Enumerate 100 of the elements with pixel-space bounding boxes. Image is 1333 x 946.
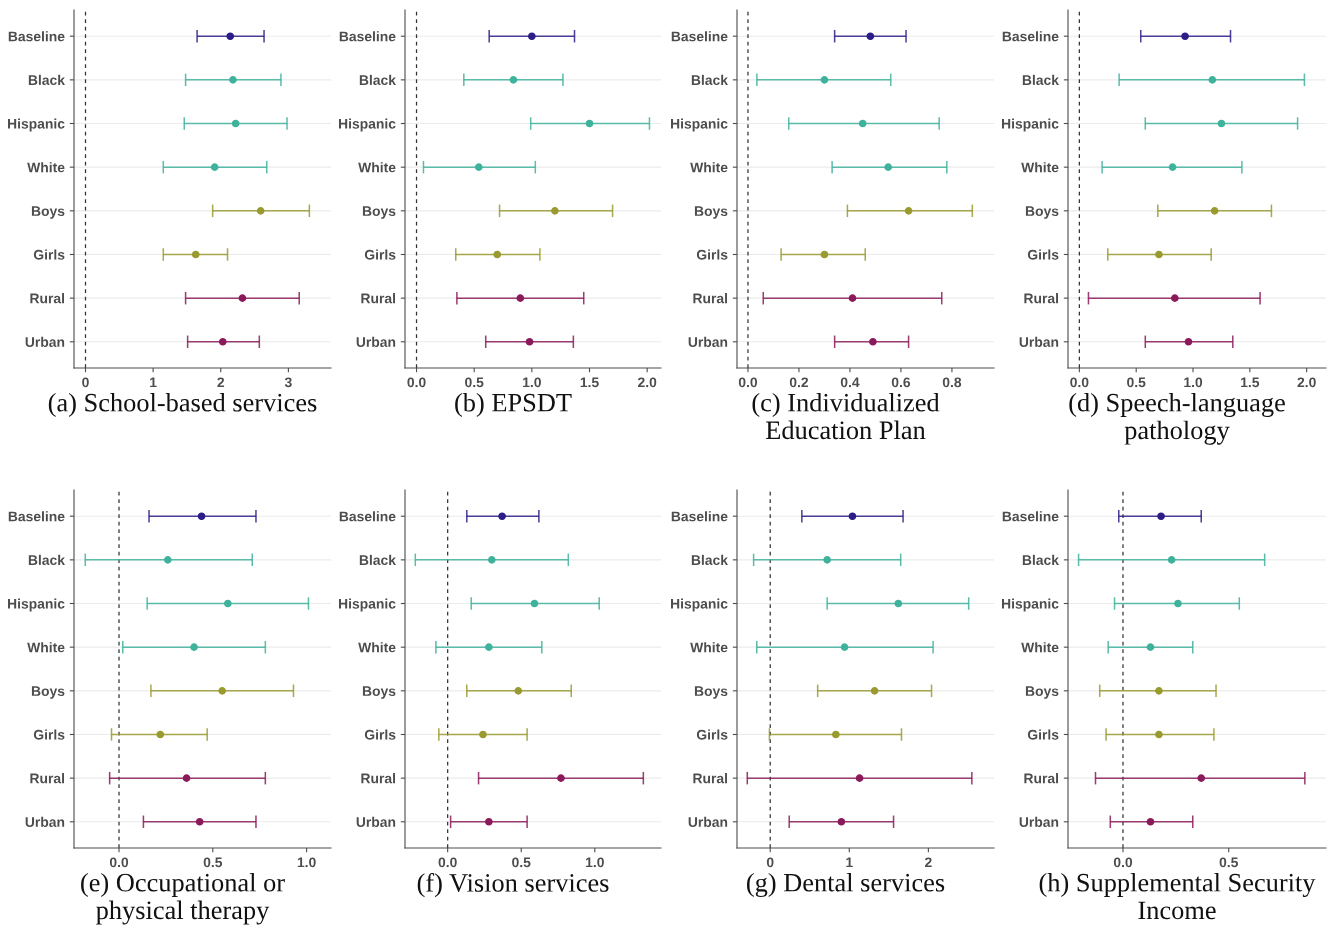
x-tick-label: 2	[924, 857, 932, 868]
y-tick-label: Black	[359, 554, 396, 566]
x-tick-label: 0.5	[512, 857, 531, 868]
point	[1155, 250, 1163, 259]
point	[894, 599, 903, 608]
point	[884, 163, 893, 171]
y-tick-label: Urban	[688, 336, 728, 347]
y-tick-label: White	[27, 642, 65, 653]
point	[238, 294, 247, 302]
y-tick-label: Rural	[361, 293, 395, 304]
y-tick-label: Rural	[30, 293, 64, 304]
y-tick-label: Boys	[362, 686, 396, 699]
y-tick-label: Boys	[362, 206, 396, 219]
y-tick-label: Girls	[696, 729, 728, 740]
y-tick-label: Baseline	[671, 511, 728, 522]
y-tick-label: Urban	[356, 336, 396, 347]
point	[1174, 599, 1182, 608]
point	[1167, 556, 1176, 564]
y-tick-label: Rural	[1024, 293, 1058, 304]
x-tick-label: 0.6	[891, 377, 911, 388]
point	[487, 556, 496, 564]
y-tick-label: Rural	[1024, 773, 1058, 784]
x-tick-label: 0	[82, 377, 89, 388]
y-tick-label: Urban	[1019, 336, 1059, 347]
y-tick-label: Black	[359, 74, 396, 86]
point	[855, 774, 864, 782]
y-tick-label: Urban	[356, 816, 396, 827]
y-tick-label: Hispanic	[8, 598, 65, 612]
x-tick-label: 1.0	[523, 377, 541, 388]
y-tick-label: Hispanic	[671, 598, 728, 612]
x-tick-label: 1	[846, 857, 853, 868]
point	[823, 556, 831, 564]
x-tick-label: 0.5	[1127, 377, 1146, 388]
x-tick-label: 0.5	[465, 377, 484, 388]
x-tick-label: 0.0	[1113, 857, 1133, 868]
y-tick-label: Boys	[31, 206, 65, 219]
point	[1171, 294, 1179, 302]
point	[514, 687, 523, 695]
point	[551, 207, 559, 215]
text: (h) Supplemental Security Income	[1039, 873, 1316, 920]
point	[156, 730, 165, 739]
point	[163, 556, 172, 564]
y-tick-label: White	[1021, 162, 1059, 173]
y-tick-label: White	[358, 642, 396, 653]
text: (g) Dental services	[747, 873, 945, 898]
point	[195, 817, 204, 826]
y-tick-label: Urban	[1019, 816, 1059, 827]
point	[231, 119, 240, 128]
y-tick-label: Baseline	[8, 511, 65, 522]
point	[1184, 337, 1193, 346]
x-tick-label: 1.0	[297, 857, 316, 868]
x-tick-label: 2.0	[1297, 377, 1316, 388]
text: (b) EPSDT	[455, 393, 572, 417]
y-tick-label: Rural	[361, 773, 395, 784]
x-tick-label: 2	[217, 377, 225, 388]
point	[848, 294, 857, 302]
point	[218, 687, 227, 695]
y-tick-label: Boys	[1025, 206, 1059, 219]
y-tick-label: Urban	[25, 336, 65, 347]
point	[182, 774, 191, 782]
point	[218, 337, 227, 346]
point	[1210, 207, 1219, 215]
x-tick-label: 0.4	[840, 377, 860, 388]
y-tick-label: Hispanic	[1002, 118, 1059, 132]
x-tick-label: 2.0	[637, 377, 657, 388]
point	[224, 599, 232, 608]
y-tick-label: Black	[691, 554, 728, 566]
point	[226, 32, 235, 41]
point	[190, 643, 198, 651]
point	[870, 687, 879, 695]
point	[1197, 774, 1206, 782]
point	[1155, 730, 1163, 739]
y-tick-label: White	[690, 642, 728, 653]
y-tick-label: Girls	[1027, 729, 1059, 740]
y-tick-label: Girls	[1027, 249, 1059, 260]
y-tick-label: Baseline	[339, 31, 396, 42]
point	[848, 512, 857, 521]
y-tick-label: Baseline	[339, 511, 396, 522]
point	[1181, 32, 1189, 41]
y-tick-label: Girls	[696, 249, 728, 260]
y-tick-label: Hispanic	[1002, 598, 1059, 612]
point	[585, 119, 594, 128]
x-tick-label: 0.5	[1219, 857, 1238, 868]
y-tick-label: Hispanic	[339, 598, 396, 612]
y-tick-label: Rural	[30, 773, 64, 784]
point	[869, 337, 877, 346]
x-tick-label: 0.0	[407, 377, 426, 388]
y-tick-label: Rural	[693, 293, 727, 304]
point	[832, 730, 840, 739]
point	[1208, 76, 1217, 84]
point	[904, 207, 913, 215]
point	[509, 76, 518, 84]
y-tick-label: Girls	[33, 249, 65, 260]
point	[474, 163, 483, 171]
point	[256, 207, 265, 215]
point	[1146, 817, 1155, 826]
y-tick-label: Boys	[694, 206, 728, 219]
y-tick-label: Urban	[25, 816, 65, 827]
y-tick-label: Baseline	[8, 31, 65, 42]
x-tick-label: 0.2	[789, 377, 809, 388]
